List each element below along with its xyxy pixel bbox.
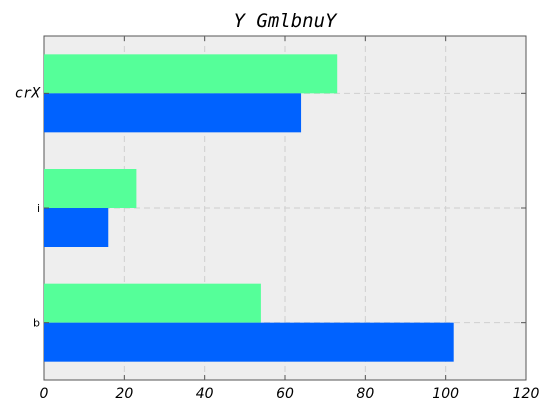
x-axis: 0 20 40 60 80 100 120 bbox=[40, 36, 540, 402]
bar-series-1 bbox=[44, 54, 338, 94]
y-axis: crX i b bbox=[15, 85, 526, 330]
y-tick-label: crX bbox=[15, 85, 42, 101]
x-tick-label: 100 bbox=[432, 386, 459, 402]
y-tick-label: b bbox=[33, 317, 40, 330]
x-tick-label: 80 bbox=[356, 386, 374, 402]
x-tick-label: 40 bbox=[196, 386, 214, 402]
x-tick-label: 60 bbox=[276, 386, 294, 402]
y-tick-label: i bbox=[37, 202, 40, 215]
bars bbox=[44, 54, 454, 362]
bar-series-1 bbox=[44, 283, 261, 323]
x-tick-label: 120 bbox=[513, 386, 540, 402]
bar-series-2 bbox=[44, 322, 454, 362]
bar-series-2 bbox=[44, 208, 109, 247]
x-tick-label: 0 bbox=[40, 386, 49, 402]
bar-series-1 bbox=[44, 169, 137, 208]
x-tick-label: 20 bbox=[115, 386, 133, 402]
chart-title: Y GmlbnuY bbox=[234, 10, 339, 32]
bar-series-2 bbox=[44, 93, 302, 133]
